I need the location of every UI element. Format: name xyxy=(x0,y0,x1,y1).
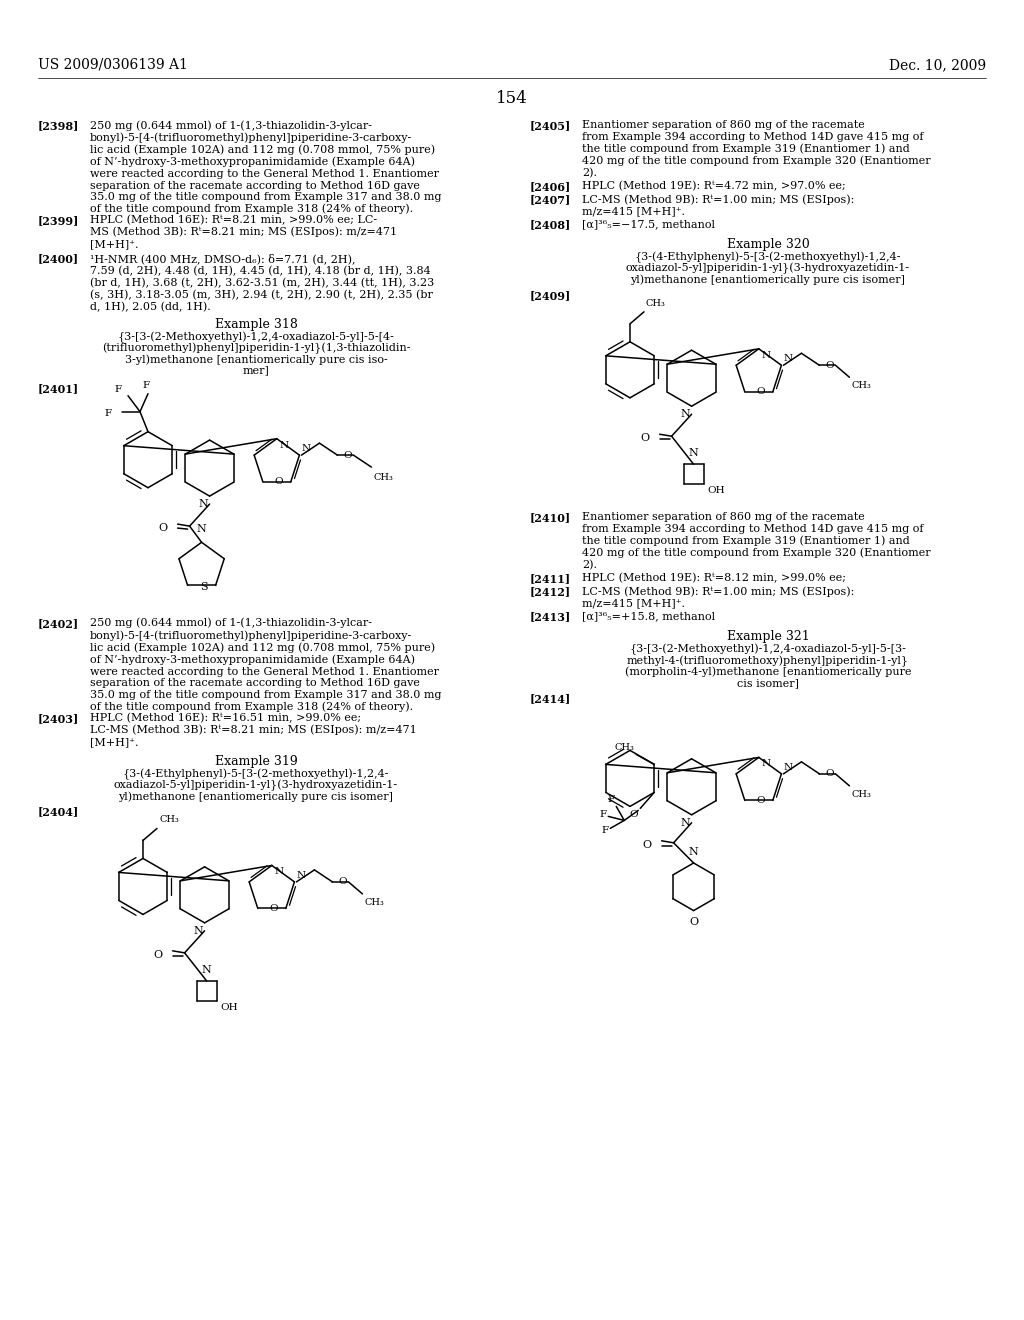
Text: US 2009/0306139 A1: US 2009/0306139 A1 xyxy=(38,58,187,73)
Text: LC-MS (Method 9B): Rᵗ=1.00 min; MS (ESIpos):
m/z=415 [M+H]⁺.: LC-MS (Method 9B): Rᵗ=1.00 min; MS (ESIp… xyxy=(582,194,854,216)
Text: Example 318: Example 318 xyxy=(215,318,297,331)
Text: HPLC (Method 19E): Rᵗ=4.72 min, >97.0% ee;: HPLC (Method 19E): Rᵗ=4.72 min, >97.0% e… xyxy=(582,181,846,191)
Text: methyl-4-(trifluoromethoxy)phenyl]piperidin-1-yl}: methyl-4-(trifluoromethoxy)phenyl]piperi… xyxy=(627,655,909,667)
Text: Example 319: Example 319 xyxy=(215,755,297,768)
Text: N: N xyxy=(689,847,698,857)
Text: Enantiomer separation of 860 mg of the racemate
from Example 394 according to Me: Enantiomer separation of 860 mg of the r… xyxy=(582,512,931,570)
Text: N: N xyxy=(202,965,212,975)
Text: [2408]: [2408] xyxy=(530,219,571,230)
Text: O: O xyxy=(269,904,278,913)
Text: O: O xyxy=(756,796,765,805)
Text: O: O xyxy=(825,770,835,779)
Text: oxadiazol-5-yl]piperidin-1-yl}(3-hydroxyazetidin-1-: oxadiazol-5-yl]piperidin-1-yl}(3-hydroxy… xyxy=(626,263,910,275)
Text: S: S xyxy=(200,582,208,593)
Text: O: O xyxy=(274,478,283,486)
Text: N: N xyxy=(301,444,310,453)
Text: cis isomer]: cis isomer] xyxy=(737,678,799,688)
Text: [2399]: [2399] xyxy=(38,215,80,226)
Text: O: O xyxy=(343,450,352,459)
Text: 250 mg (0.644 mmol) of 1-(1,3-thiazolidin-3-ylcar-
bonyl)-5-[4-(trifluoromethyl): 250 mg (0.644 mmol) of 1-(1,3-thiazolidi… xyxy=(90,120,441,214)
Text: [2400]: [2400] xyxy=(38,253,79,264)
Text: [2411]: [2411] xyxy=(530,573,571,583)
Text: N: N xyxy=(783,354,793,363)
Text: F: F xyxy=(599,810,606,818)
Text: CH₃: CH₃ xyxy=(851,789,871,799)
Text: Example 320: Example 320 xyxy=(727,238,809,251)
Text: mer]: mer] xyxy=(243,366,269,375)
Text: Enantiomer separation of 860 mg of the racemate
from Example 394 according to Me: Enantiomer separation of 860 mg of the r… xyxy=(582,120,931,178)
Text: F: F xyxy=(104,409,112,418)
Text: F: F xyxy=(142,380,150,389)
Text: [2404]: [2404] xyxy=(38,807,79,817)
Text: N: N xyxy=(689,449,698,458)
Text: [α]³⁶₅=−17.5, methanol: [α]³⁶₅=−17.5, methanol xyxy=(582,219,715,228)
Text: 3-yl)methanone [enantiomerically pure cis iso-: 3-yl)methanone [enantiomerically pure ci… xyxy=(125,354,387,364)
Text: N: N xyxy=(199,499,209,510)
Text: {3-[3-(2-Methoxyethyl)-1,2,4-oxadiazol-5-yl]-5-[4-: {3-[3-(2-Methoxyethyl)-1,2,4-oxadiazol-5… xyxy=(118,331,394,343)
Text: OH: OH xyxy=(220,1003,239,1012)
Text: [2398]: [2398] xyxy=(38,120,80,131)
Text: O: O xyxy=(756,387,765,396)
Text: 154: 154 xyxy=(496,90,528,107)
Text: O: O xyxy=(640,433,649,444)
Text: CH₃: CH₃ xyxy=(851,381,871,391)
Text: CH₃: CH₃ xyxy=(365,898,384,907)
Text: {3-(4-Ethylphenyl)-5-[3-(2-methoxyethyl)-1,2,4-: {3-(4-Ethylphenyl)-5-[3-(2-methoxyethyl)… xyxy=(123,768,389,780)
Text: CH₃: CH₃ xyxy=(646,298,666,308)
Text: [2405]: [2405] xyxy=(530,120,571,131)
Text: N: N xyxy=(197,524,207,535)
Text: [α]³⁶₅=+15.8, methanol: [α]³⁶₅=+15.8, methanol xyxy=(582,611,715,622)
Text: CH₃: CH₃ xyxy=(614,743,634,752)
Text: F: F xyxy=(607,796,614,804)
Text: N: N xyxy=(194,925,204,936)
Text: [2407]: [2407] xyxy=(530,194,571,205)
Text: [2414]: [2414] xyxy=(530,693,571,705)
Text: oxadiazol-5-yl]piperidin-1-yl}(3-hydroxyazetidin-1-: oxadiazol-5-yl]piperidin-1-yl}(3-hydroxy… xyxy=(114,780,398,791)
Text: O: O xyxy=(642,840,651,850)
Text: [2412]: [2412] xyxy=(530,586,571,598)
Text: O: O xyxy=(339,878,347,887)
Text: N: N xyxy=(280,441,289,450)
Text: [2403]: [2403] xyxy=(38,713,79,723)
Text: HPLC (Method 16E): Rᵗ=16.51 min, >99.0% ee;
LC-MS (Method 3B): Rᵗ=8.21 min; MS (: HPLC (Method 16E): Rᵗ=16.51 min, >99.0% … xyxy=(90,713,417,747)
Text: CH₃: CH₃ xyxy=(159,816,179,825)
Text: F: F xyxy=(115,384,122,393)
Text: [2402]: [2402] xyxy=(38,618,79,628)
Text: (trifluoromethyl)phenyl]piperidin-1-yl}(1,3-thiazolidin-: (trifluoromethyl)phenyl]piperidin-1-yl}(… xyxy=(101,343,411,354)
Text: N: N xyxy=(296,871,305,880)
Text: [2401]: [2401] xyxy=(38,383,79,393)
Text: yl)methanone [enantiomerically pure cis isomer]: yl)methanone [enantiomerically pure cis … xyxy=(631,275,905,285)
Text: {3-[3-(2-Methoxyethyl)-1,2,4-oxadiazol-5-yl]-5-[3-: {3-[3-(2-Methoxyethyl)-1,2,4-oxadiazol-5… xyxy=(630,644,906,655)
Text: N: N xyxy=(762,759,771,768)
Text: [2413]: [2413] xyxy=(530,611,571,622)
Text: N: N xyxy=(274,867,284,876)
Text: {3-(4-Ethylphenyl)-5-[3-(2-methoxyethyl)-1,2,4-: {3-(4-Ethylphenyl)-5-[3-(2-methoxyethyl)… xyxy=(635,252,901,263)
Text: [2409]: [2409] xyxy=(530,290,571,301)
Text: O: O xyxy=(159,523,168,533)
Text: O: O xyxy=(154,950,163,960)
Text: OH: OH xyxy=(708,486,725,495)
Text: N: N xyxy=(762,351,771,360)
Text: ¹H-NMR (400 MHz, DMSO-d₆): δ=7.71 (d, 2H),
7.59 (d, 2H), 4.48 (d, 1H), 4.45 (d, : ¹H-NMR (400 MHz, DMSO-d₆): δ=7.71 (d, 2H… xyxy=(90,253,434,312)
Text: O: O xyxy=(825,360,835,370)
Text: N: N xyxy=(681,818,690,828)
Text: yl)methanone [enantiomerically pure cis isomer]: yl)methanone [enantiomerically pure cis … xyxy=(119,791,393,801)
Text: Example 321: Example 321 xyxy=(727,631,809,643)
Text: [2406]: [2406] xyxy=(530,181,571,191)
Text: CH₃: CH₃ xyxy=(374,473,393,482)
Text: (morpholin-4-yl)methanone [enantiomerically pure: (morpholin-4-yl)methanone [enantiomerica… xyxy=(625,667,911,677)
Text: HPLC (Method 19E): Rᵗ=8.12 min, >99.0% ee;: HPLC (Method 19E): Rᵗ=8.12 min, >99.0% e… xyxy=(582,573,846,583)
Text: Dec. 10, 2009: Dec. 10, 2009 xyxy=(889,58,986,73)
Text: 250 mg (0.644 mmol) of 1-(1,3-thiazolidin-3-ylcar-
bonyl)-5-[4-(trifluoromethyl): 250 mg (0.644 mmol) of 1-(1,3-thiazolidi… xyxy=(90,618,441,713)
Text: LC-MS (Method 9B): Rᵗ=1.00 min; MS (ESIpos):
m/z=415 [M+H]⁺.: LC-MS (Method 9B): Rᵗ=1.00 min; MS (ESIp… xyxy=(582,586,854,609)
Text: O: O xyxy=(630,810,638,820)
Text: HPLC (Method 16E): Rᵗ=8.21 min, >99.0% ee; LC-
MS (Method 3B): Rᵗ=8.21 min; MS (: HPLC (Method 16E): Rᵗ=8.21 min, >99.0% e… xyxy=(90,215,397,249)
Text: N: N xyxy=(783,763,793,772)
Text: O: O xyxy=(689,916,698,927)
Text: F: F xyxy=(601,826,608,836)
Text: N: N xyxy=(681,409,690,420)
Text: [2410]: [2410] xyxy=(530,512,571,523)
